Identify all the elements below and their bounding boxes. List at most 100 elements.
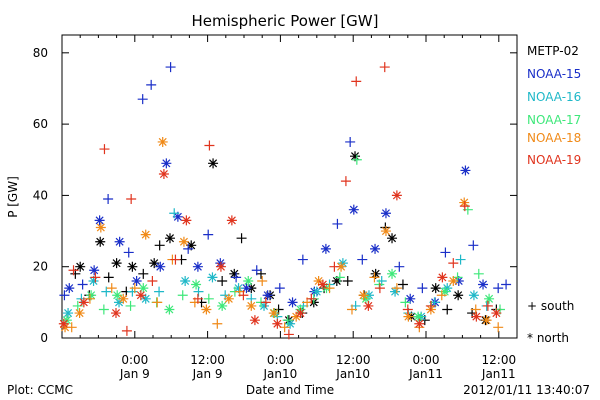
x-tick-label-time: 0:00 — [413, 353, 440, 367]
data-point-noaa19-north — [471, 311, 482, 322]
data-point-noaa19-north — [295, 308, 306, 319]
data-point-noaa19-south — [204, 140, 215, 151]
data-point-noaa17-south — [282, 315, 293, 326]
x-tick-label-date: Jan 9 — [119, 367, 150, 381]
data-point-noaa19-south — [448, 258, 459, 269]
data-point-metp02-south — [397, 279, 408, 290]
data-point-noaa18-south — [346, 304, 357, 315]
data-point-noaa15-south — [251, 265, 262, 276]
data-point-noaa19-north — [317, 279, 328, 290]
data-point-noaa18-south — [106, 283, 117, 294]
data-point-noaa16-south — [154, 286, 165, 297]
data-point-noaa19-south — [99, 144, 110, 155]
data-point-noaa19-north — [215, 261, 226, 272]
data-point-noaa19-south — [170, 254, 181, 265]
data-point-noaa17-north — [413, 311, 424, 322]
data-point-noaa19-north — [181, 215, 192, 226]
data-point-noaa17-north — [243, 275, 254, 286]
data-point-noaa17-north — [360, 293, 371, 304]
marker-legend-star: * north — [527, 331, 570, 345]
legend-item-noaa18: NOAA-18 — [527, 131, 582, 145]
data-point-noaa15-north — [405, 293, 416, 304]
x-tick-label-time: 0:00 — [267, 353, 294, 367]
data-point-noaa18-north — [268, 308, 279, 319]
data-point-noaa19-south — [283, 329, 294, 340]
footer-timestamp: 2012/01/11 13:40:07 — [463, 383, 590, 397]
data-point-noaa18-south — [493, 322, 504, 333]
data-point-noaa17-south — [400, 297, 411, 308]
x-tick-label-date: Jan10 — [263, 367, 298, 381]
y-axis-label: P [GW] — [6, 176, 20, 218]
data-point-noaa18-south — [66, 322, 77, 333]
data-point-noaa15-north — [320, 243, 331, 254]
x-tick-label-time: 12:00 — [336, 353, 371, 367]
data-point-noaa15-south — [203, 229, 214, 240]
data-point-noaa19-north — [58, 318, 69, 329]
data-point-noaa16-north — [180, 275, 191, 286]
x-tick-label-time: 12:00 — [190, 353, 225, 367]
y-tick-label: 0 — [40, 331, 48, 345]
data-point-noaa18-north — [157, 136, 168, 147]
data-point-metp02-south — [442, 304, 453, 315]
data-point-noaa18-north — [246, 300, 257, 311]
data-point-noaa15-south — [165, 62, 176, 73]
data-point-noaa17-south — [351, 154, 362, 165]
data-point-metp02-south — [154, 240, 165, 251]
data-point-noaa19-south — [329, 261, 340, 272]
data-point-noaa15-south — [297, 254, 308, 265]
data-point-noaa15-north — [172, 211, 183, 222]
data-point-noaa15-south — [468, 240, 479, 251]
data-point-noaa19-north — [363, 300, 374, 311]
data-point-metp02-north — [229, 268, 240, 279]
data-point-noaa15-south — [77, 279, 88, 290]
data-point-noaa18-north — [403, 311, 414, 322]
y-tick-label: 80 — [33, 46, 48, 60]
data-point-metp02-north — [331, 275, 342, 286]
y-tick-label: 60 — [33, 117, 48, 131]
data-point-noaa15-north — [155, 261, 166, 272]
data-point-noaa15-north — [192, 261, 203, 272]
data-point-noaa16-north — [140, 293, 151, 304]
data-point-noaa15-north — [478, 279, 489, 290]
data-point-noaa19-south — [306, 293, 317, 304]
data-point-noaa17-north — [138, 283, 149, 294]
data-point-noaa15-north — [262, 290, 273, 301]
data-point-noaa18-north — [118, 293, 129, 304]
data-point-metp02-south — [138, 268, 149, 279]
data-point-noaa15-south — [231, 272, 242, 283]
data-point-noaa19-south — [192, 293, 203, 304]
data-point-noaa16-north — [468, 290, 479, 301]
data-point-metp02-north — [75, 261, 86, 272]
data-point-noaa16-south — [193, 286, 204, 297]
data-point-noaa19-south — [68, 265, 79, 276]
data-point-noaa17-south — [203, 293, 214, 304]
data-point-noaa17-north — [439, 286, 450, 297]
data-point-noaa18-north — [60, 322, 71, 333]
data-point-noaa18-south — [279, 322, 290, 333]
data-point-noaa19-north — [78, 297, 89, 308]
data-point-metp02-north — [186, 240, 197, 251]
data-point-noaa15-north — [287, 297, 298, 308]
data-point-metp02-north — [387, 233, 398, 244]
data-point-noaa18-north — [448, 275, 459, 286]
data-point-noaa15-north — [241, 283, 252, 294]
data-point-noaa16-north — [311, 286, 322, 297]
data-point-noaa18-south — [212, 318, 223, 329]
data-point-noaa17-north — [484, 293, 495, 304]
y-tick-label: 40 — [33, 188, 48, 202]
data-point-noaa16-north — [259, 300, 270, 311]
data-point-noaa16-north — [337, 258, 348, 269]
x-tick-label-date: Jan11 — [481, 367, 516, 381]
legend-item-noaa17: NOAA-17 — [527, 113, 582, 127]
data-point-noaa15-south — [183, 243, 194, 254]
data-point-noaa15-south — [274, 283, 285, 294]
data-point-noaa17-south — [177, 290, 188, 301]
data-point-noaa15-south — [332, 218, 343, 229]
data-point-noaa18-south — [129, 283, 140, 294]
data-point-noaa16-north — [114, 297, 125, 308]
data-point-noaa16-north — [390, 286, 401, 297]
marker-legend-plus: + south — [527, 299, 575, 313]
data-point-noaa16-south — [169, 208, 180, 219]
data-point-noaa16-north — [88, 275, 99, 286]
